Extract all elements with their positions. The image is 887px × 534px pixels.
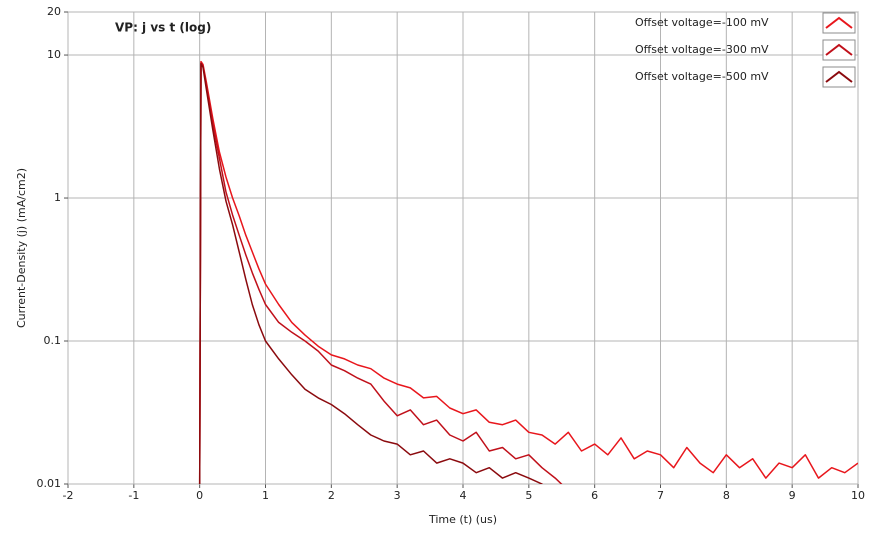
x-tick-label: 0 [196, 489, 203, 502]
y-tick-label: 20 [47, 5, 61, 18]
legend-label: Offset voltage=-500 mV [635, 70, 769, 83]
x-tick-label: 8 [723, 489, 730, 502]
legend-label: Offset voltage=-100 mV [635, 16, 769, 29]
x-tick-label: -1 [128, 489, 139, 502]
x-tick-label: 7 [657, 489, 664, 502]
legend-swatch-box [822, 66, 856, 88]
chart-title: VP: j vs t (log) [115, 21, 211, 35]
x-tick-label: 6 [591, 489, 598, 502]
y-tick-label: 0.01 [37, 477, 62, 490]
y-axis-label: Current-Density (j) (mA/cm2) [15, 168, 28, 328]
x-tick-label: 5 [525, 489, 532, 502]
legend-swatch-box [822, 12, 856, 34]
x-axis-label: Time (t) (us) [428, 513, 497, 526]
x-tick-label: 3 [394, 489, 401, 502]
legend-swatch [825, 16, 853, 29]
y-tick-label: 10 [47, 48, 61, 61]
x-tick-label: 1 [262, 489, 269, 502]
y-tick-label: 0.1 [44, 334, 62, 347]
legend-label: Offset voltage=-300 mV [635, 43, 769, 56]
x-tick-label: -2 [63, 489, 74, 502]
data-line [198, 62, 544, 484]
data-line [198, 60, 858, 484]
x-tick-label: 9 [789, 489, 796, 502]
legend-swatch-box [822, 39, 856, 61]
data-line [198, 62, 563, 484]
legend-swatch [825, 70, 853, 83]
x-tick-label: 10 [851, 489, 865, 502]
x-tick-label: 4 [460, 489, 467, 502]
x-tick-label: 2 [328, 489, 335, 502]
y-tick-label: 1 [54, 191, 61, 204]
legend-swatch [825, 43, 853, 56]
